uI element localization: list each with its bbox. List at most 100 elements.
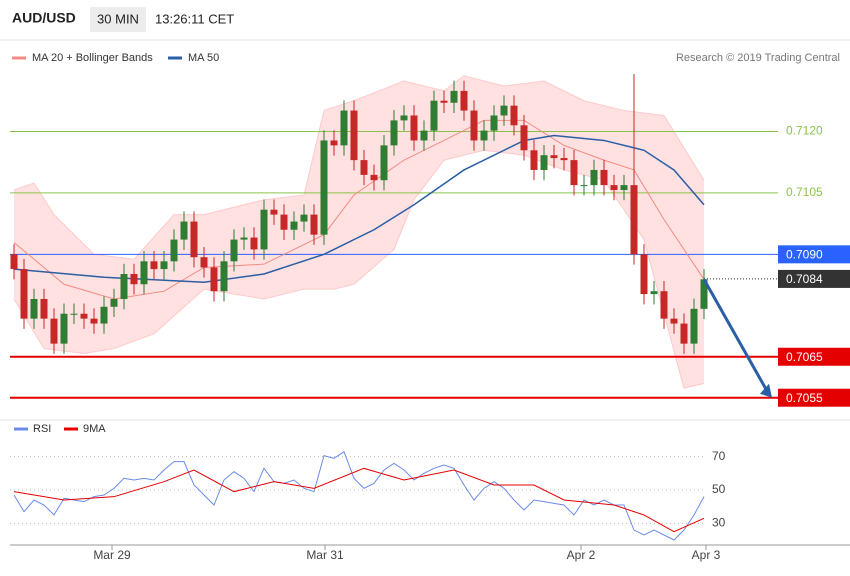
candle-body bbox=[80, 313, 88, 319]
candle-body bbox=[380, 145, 388, 181]
credit: Research © 2019 Trading Central bbox=[676, 52, 840, 64]
candle-body bbox=[300, 214, 308, 222]
series-line bbox=[13, 467, 705, 533]
candle-body bbox=[620, 185, 628, 191]
candle-body bbox=[330, 140, 338, 146]
candle-body bbox=[400, 115, 408, 121]
candle-body bbox=[370, 174, 378, 181]
x-tick-label: Apr 2 bbox=[567, 548, 596, 562]
candle-body bbox=[390, 120, 398, 146]
clock: 13:26:11 CET bbox=[155, 11, 234, 26]
level-label: 0.7090 bbox=[786, 248, 823, 262]
candle-body bbox=[170, 239, 178, 262]
x-tick-label: Apr 3 bbox=[692, 548, 721, 562]
candle-body bbox=[200, 257, 208, 268]
candle-body bbox=[500, 105, 508, 116]
candle-body bbox=[420, 130, 428, 141]
legend-label: RSI bbox=[33, 423, 51, 435]
candle-body bbox=[410, 115, 418, 141]
candle-body bbox=[260, 209, 268, 250]
candle-body bbox=[160, 261, 168, 270]
candle-body bbox=[150, 261, 158, 270]
band-upper bbox=[13, 75, 705, 260]
legend-label: MA 50 bbox=[188, 52, 219, 64]
candle-body bbox=[130, 274, 138, 285]
ma20-line bbox=[13, 119, 705, 300]
interval[interactable]: 30 MIN bbox=[97, 11, 139, 26]
candle-body bbox=[450, 90, 458, 103]
candle-body bbox=[700, 279, 708, 309]
candle-body bbox=[650, 291, 658, 295]
candle-body bbox=[540, 155, 548, 170]
candle-body bbox=[490, 115, 498, 131]
candle-body bbox=[90, 318, 98, 324]
candle-body bbox=[230, 239, 238, 262]
candle-body bbox=[30, 298, 38, 319]
candle-body bbox=[690, 308, 698, 344]
candle-body bbox=[660, 291, 668, 319]
candle-body bbox=[550, 155, 558, 159]
candle-body bbox=[470, 110, 478, 141]
x-tick-label: Mar 31 bbox=[306, 548, 344, 562]
candle-body bbox=[40, 298, 48, 319]
candle-body bbox=[590, 169, 598, 186]
candle-body bbox=[610, 185, 618, 191]
forecast-arrow bbox=[702, 278, 770, 394]
candle-body bbox=[270, 209, 278, 215]
candle-body bbox=[360, 160, 368, 175]
candle-body bbox=[120, 274, 128, 299]
candle-body bbox=[480, 130, 488, 141]
candle-body bbox=[520, 125, 528, 151]
y-tick-label: 50 bbox=[712, 482, 726, 496]
candle-body bbox=[60, 313, 68, 344]
y-tick-label: 30 bbox=[712, 516, 726, 530]
level-label: 0.7120 bbox=[786, 124, 823, 138]
level-label: 0.7105 bbox=[786, 185, 823, 199]
candle-body bbox=[440, 100, 448, 103]
candle-body bbox=[20, 269, 28, 319]
candle-body bbox=[140, 261, 148, 285]
candle-body bbox=[630, 185, 638, 255]
candle-body bbox=[10, 254, 18, 270]
candle-body bbox=[320, 140, 328, 235]
level-label: 0.7065 bbox=[786, 350, 823, 364]
candle-body bbox=[670, 318, 678, 324]
candle-body bbox=[430, 100, 438, 131]
level-box bbox=[778, 347, 850, 366]
candle-body bbox=[310, 214, 318, 235]
candle-body bbox=[350, 110, 358, 161]
candle-body bbox=[220, 261, 228, 292]
candle-body bbox=[50, 318, 58, 344]
candle-body bbox=[280, 214, 288, 230]
candle-body bbox=[600, 169, 608, 186]
x-tick-label: Mar 29 bbox=[93, 548, 131, 562]
interval-box[interactable] bbox=[90, 7, 146, 32]
candle-body bbox=[560, 158, 568, 161]
candle-body bbox=[110, 298, 118, 307]
candle-body bbox=[530, 150, 538, 170]
candle-body bbox=[570, 160, 578, 186]
candle-body bbox=[640, 254, 648, 295]
candle-body bbox=[100, 306, 108, 324]
forecast-arrowhead bbox=[760, 383, 772, 398]
level-box bbox=[778, 388, 850, 407]
candle-body bbox=[180, 221, 188, 240]
candle-body bbox=[240, 237, 248, 240]
legend-label: 9MA bbox=[83, 423, 106, 435]
candle-body bbox=[250, 237, 258, 250]
candle-body bbox=[680, 323, 688, 344]
level-label: 0.7084 bbox=[786, 272, 823, 286]
symbol: AUD/USD bbox=[12, 10, 76, 26]
level-label: 0.7055 bbox=[786, 391, 823, 405]
candle-body bbox=[210, 267, 218, 292]
candle-body bbox=[580, 185, 588, 187]
candle-body bbox=[190, 221, 198, 258]
legend-label: MA 20 + Bollinger Bands bbox=[32, 52, 153, 64]
y-tick-label: 70 bbox=[712, 449, 726, 463]
level-box bbox=[778, 245, 850, 264]
candle-body bbox=[290, 221, 298, 230]
candle-body bbox=[510, 105, 518, 126]
level-box bbox=[778, 269, 850, 288]
